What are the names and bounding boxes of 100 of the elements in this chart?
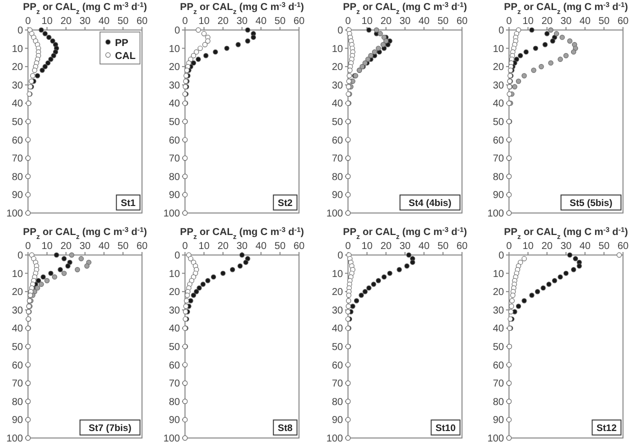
x-tick-label: 40 [418, 241, 430, 252]
y-tick-label: 20 [492, 287, 504, 298]
y-tick-label: 60 [12, 360, 24, 372]
y-tick-label: 70 [492, 154, 504, 165]
annotation: St7 (7bis) [88, 423, 132, 434]
y-tick-label: 100 [6, 434, 24, 444]
y-tick-label: 90 [12, 415, 24, 426]
x-tick-label: 30 [560, 241, 572, 252]
x-tick-label: 0 [345, 241, 352, 252]
x-tick-label: 0 [25, 241, 32, 252]
y-tick-label: 30 [332, 80, 344, 92]
y-tick-label: 80 [168, 172, 180, 183]
legend-label: PP [115, 38, 129, 49]
x-tick-label: 20 [217, 16, 229, 27]
y-tick-label: 90 [332, 415, 344, 426]
x-tick-label: 40 [579, 16, 591, 27]
y-tick-label: 10 [168, 44, 180, 55]
y-tick-label: 100 [326, 434, 344, 444]
y-tick-label: 10 [332, 268, 344, 280]
y-tick-label: 80 [492, 396, 504, 408]
y-tick-label: 60 [492, 360, 504, 372]
x-tick-label: 40 [98, 16, 110, 27]
y-tick-label: 0 [17, 250, 24, 262]
x-tick-label: 0 [182, 241, 188, 252]
y-tick-label: 20 [168, 287, 180, 298]
y-tick-label: 30 [492, 305, 504, 316]
annotation: St4 (4bis) [408, 198, 452, 209]
y-tick-label: 50 [12, 117, 24, 128]
chart-title: PP$_{z}$ or CAL$_{z}$ (mg C m$^{-3}$ d$^{-1}$) [180, 226, 304, 240]
y-tick-label: 50 [168, 342, 180, 353]
y-tick-label: 100 [6, 208, 24, 220]
x-tick-label: 20 [541, 16, 553, 27]
annotation: St2 [278, 198, 293, 209]
annotation: St10 [436, 423, 456, 434]
y-tick-label: 20 [332, 62, 344, 74]
y-tick-label: 0 [17, 26, 24, 36]
x-tick-label: 50 [598, 241, 610, 252]
x-tick-label: 10 [198, 16, 210, 27]
y-tick-label: 10 [168, 268, 180, 280]
y-tick-label: 10 [332, 44, 344, 55]
y-tick-label: 10 [492, 268, 504, 280]
y-tick-label: 60 [492, 135, 504, 146]
x-tick-label: 30 [79, 241, 91, 252]
x-tick-label: 50 [274, 16, 286, 27]
x-tick-label: 40 [98, 241, 110, 252]
y-tick-label: 30 [168, 305, 180, 316]
y-tick-label: 20 [332, 287, 344, 298]
chart-title: PP$_{z}$ or CAL$_{z}$ (mg C m$^{-3}$ d$^{-1}$) [343, 226, 467, 240]
x-tick-label: 50 [117, 16, 129, 27]
x-tick-label: 20 [60, 16, 72, 27]
x-tick-label: 50 [598, 16, 610, 27]
y-tick-label: 100 [326, 208, 344, 220]
y-tick-label: 50 [492, 342, 504, 353]
x-tick-label: 30 [399, 16, 411, 27]
y-tick-label: 100 [163, 208, 180, 220]
annotation: St1 [120, 198, 136, 209]
y-tick-label: 10 [492, 44, 504, 55]
chart-title: PP$_{z}$ or CAL$_{z}$ (mg C m$^{-3}$ d$^{-1}$) [504, 226, 628, 240]
legend-label: CAL [115, 51, 136, 62]
x-tick-label: 30 [236, 16, 248, 27]
y-tick-label: 100 [163, 434, 180, 444]
y-tick-label: 10 [12, 44, 24, 55]
x-tick-label: 30 [79, 16, 91, 27]
y-tick-label: 30 [332, 305, 344, 316]
y-tick-label: 80 [332, 396, 344, 408]
x-tick-label: 20 [380, 16, 392, 27]
x-tick-label: 20 [380, 241, 392, 252]
y-tick-label: 0 [174, 250, 180, 262]
y-tick-label: 80 [12, 172, 24, 183]
annotation: St5 (5bis) [570, 198, 612, 209]
y-tick-label: 0 [498, 250, 504, 262]
x-tick-label: 20 [217, 241, 229, 252]
x-tick-label: 40 [418, 16, 430, 27]
y-tick-label: 20 [492, 62, 504, 74]
y-tick-label: 90 [492, 190, 504, 202]
x-tick-label: 40 [579, 241, 591, 252]
y-tick-label: 70 [492, 378, 504, 390]
y-tick-label: 70 [168, 378, 180, 390]
y-tick-label: 80 [492, 172, 504, 183]
y-tick-label: 0 [337, 26, 344, 36]
y-tick-label: 70 [168, 154, 180, 165]
x-tick-label: 60 [617, 241, 629, 252]
chart-title: PP$_{z}$ or CAL$_{z}$ (mg C m$^{-3}$ d$^{-1}$) [180, 2, 304, 16]
x-tick-label: 40 [255, 241, 267, 252]
y-tick-label: 0 [174, 26, 180, 36]
y-tick-label: 30 [12, 80, 24, 92]
annotation: St8 [278, 423, 293, 434]
y-tick-label: 80 [332, 172, 344, 183]
y-tick-label: 50 [332, 117, 344, 128]
x-tick-label: 20 [541, 241, 553, 252]
y-tick-label: 0 [498, 26, 504, 36]
x-tick-label: 50 [437, 241, 449, 252]
y-tick-label: 60 [332, 135, 344, 146]
y-tick-label: 0 [337, 250, 344, 262]
y-tick-label: 80 [12, 396, 24, 408]
y-tick-label: 80 [168, 396, 180, 408]
y-tick-label: 40 [332, 324, 344, 335]
x-tick-label: 0 [506, 241, 512, 252]
y-tick-label: 20 [12, 287, 24, 298]
y-tick-label: 40 [332, 98, 344, 110]
